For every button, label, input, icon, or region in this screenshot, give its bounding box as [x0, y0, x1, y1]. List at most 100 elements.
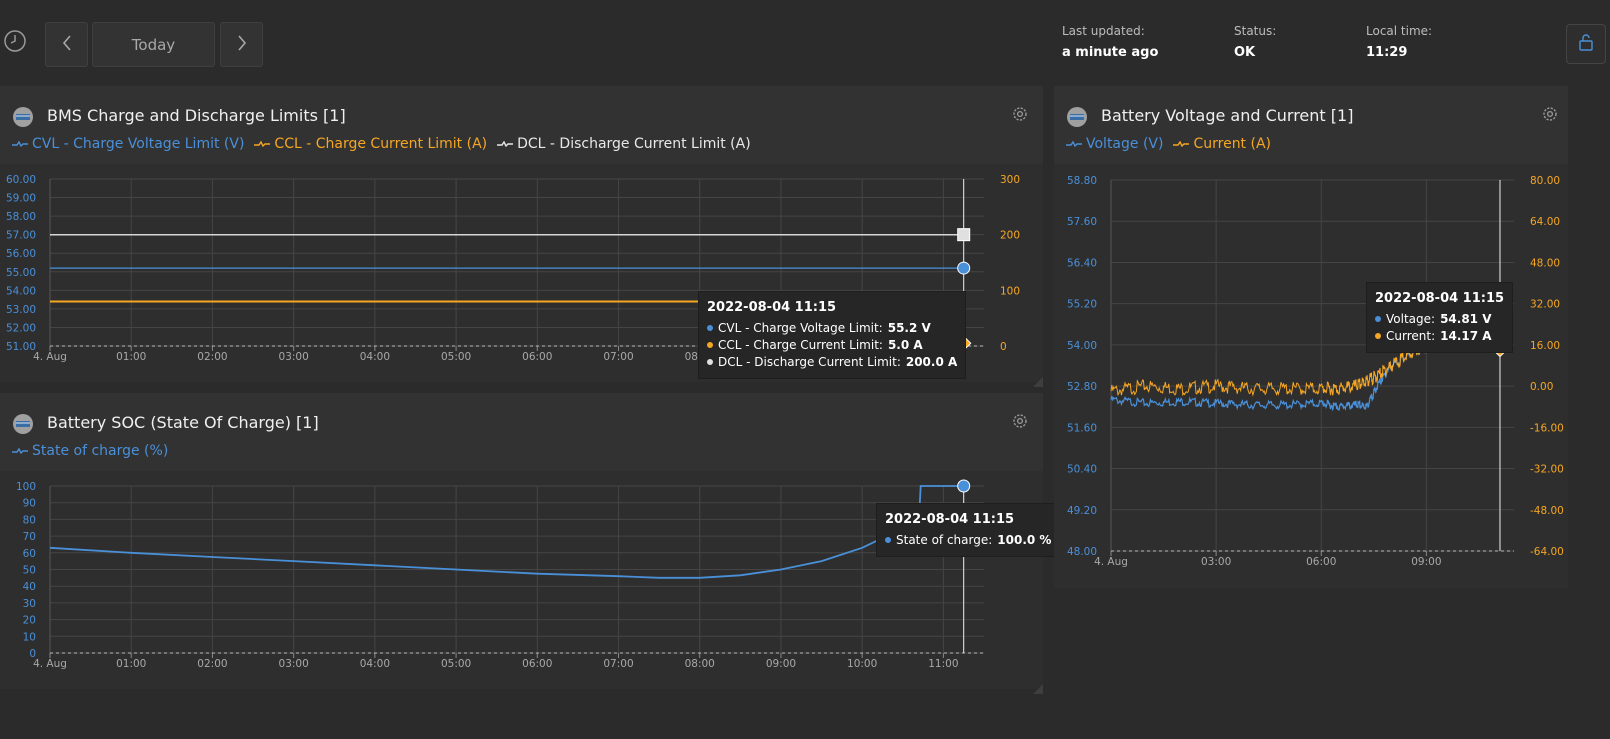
- gear-icon[interactable]: [1541, 105, 1559, 123]
- y-right-tick-label: 100: [1000, 285, 1020, 297]
- y-tick-label: 52.80: [1067, 381, 1097, 393]
- x-tick-label: 01:00: [116, 658, 146, 670]
- line-series-icon: [1173, 136, 1190, 152]
- tooltip-label: CCL - Charge Current Limit:: [718, 338, 883, 352]
- y-tick-label: 50.40: [1067, 464, 1097, 476]
- lock-button[interactable]: [1566, 24, 1606, 64]
- y-tick-label: 59.00: [6, 193, 36, 205]
- chart-legend: Voltage (V) Current (A): [1066, 136, 1271, 152]
- tooltip-row: CCL - Charge Current Limit: 5.0 A: [707, 338, 957, 352]
- resize-handle-icon[interactable]: [1033, 372, 1043, 387]
- x-tick-label: 07:00: [603, 351, 633, 363]
- y-tick-label: 10: [23, 631, 36, 643]
- clock-icon[interactable]: [2, 28, 28, 54]
- x-tick-label: 03:00: [279, 658, 309, 670]
- gear-icon[interactable]: [1011, 412, 1029, 430]
- gear-icon[interactable]: [1011, 105, 1029, 123]
- y-tick-label: 50: [23, 565, 36, 577]
- bms-limits-panel: BMS Charge and Discharge Limits [1] CVL …: [0, 86, 1043, 387]
- y-tick-label: 49.20: [1067, 505, 1097, 517]
- x-tick-label: 04:00: [360, 658, 390, 670]
- y-right-tick-label: 0.00: [1530, 381, 1553, 393]
- tooltip-row: Current: 14.17 A: [1375, 329, 1504, 343]
- series-dot-icon: [1375, 333, 1381, 339]
- y-right-tick-label: -64.00: [1530, 546, 1564, 558]
- line-series-icon: [12, 136, 28, 152]
- vc-plot-area[interactable]: 58.80 57.60 56.40 55.20 54.00 52.80 51.60 50.40…: [1054, 164, 1568, 588]
- last-updated-value: a minute ago: [1062, 45, 1159, 60]
- y-right-tick-label: 16.00: [1530, 340, 1560, 352]
- x-tick-label: 08:00: [685, 658, 715, 670]
- local-time: Local time: 11:29: [1366, 24, 1432, 60]
- line-series-icon: [254, 136, 271, 152]
- panel-title: Battery SOC (State Of Charge) [1]: [47, 413, 319, 432]
- x-tick-label: 01:00: [116, 351, 146, 363]
- tooltip-value: 14.17 A: [1440, 329, 1492, 343]
- today-button[interactable]: Today: [92, 22, 215, 67]
- y-tick-label: 55.20: [1067, 299, 1097, 311]
- legend-item-cvl[interactable]: CVL - Charge Voltage Limit (V): [12, 136, 244, 152]
- top-bar: Today Last updated: a minute ago Status:…: [0, 0, 1610, 86]
- local-time-value: 11:29: [1366, 45, 1408, 60]
- series-marker: [957, 479, 971, 493]
- x-tick-label: 05:00: [441, 351, 471, 363]
- legend-item-ccl[interactable]: CCL - Charge Current Limit (A): [254, 136, 487, 152]
- y-tick-label: 100: [16, 481, 36, 493]
- legend-label: DCL - Discharge Current Limit (A): [517, 136, 751, 152]
- y-right-tick-label: 200: [1000, 230, 1020, 242]
- tooltip-label: Current:: [1386, 329, 1436, 343]
- panel-title: Battery Voltage and Current [1]: [1101, 106, 1354, 125]
- x-tick-label: 10:00: [847, 658, 877, 670]
- series-marker: [957, 228, 971, 242]
- soc-tooltip: 2022-08-04 11:15 State of charge: 100.0 %: [876, 503, 1061, 557]
- x-tick-label: 06:00: [522, 351, 552, 363]
- panel-header: Battery Voltage and Current [1] Voltage …: [1054, 86, 1568, 166]
- legend-item-voltage[interactable]: Voltage (V): [1066, 136, 1163, 152]
- panel-title: BMS Charge and Discharge Limits [1]: [47, 106, 346, 125]
- tooltip-row: Voltage: 54.81 V: [1375, 312, 1504, 326]
- chart-legend: State of charge (%): [12, 443, 168, 459]
- vc-chart[interactable]: 58.80 57.60 56.40 55.20 54.00 52.80 51.60 50.40…: [1054, 164, 1568, 588]
- y-tick-label: 20: [23, 615, 36, 627]
- tooltip-row: CVL - Charge Voltage Limit: 55.2 V: [707, 321, 957, 335]
- y-right-tick-label: 64.00: [1530, 216, 1560, 228]
- soc-plot-area[interactable]: 100 90 80 70 60 50 40 30 20 10 0 4. Aug 01:00 02:00 03…: [0, 471, 1043, 689]
- x-tick-label: 4. Aug: [33, 351, 67, 363]
- tooltip-value: 5.0 A: [887, 338, 923, 352]
- panel-header: BMS Charge and Discharge Limits [1] CVL …: [0, 86, 1043, 166]
- chevron-right-icon: [236, 34, 248, 56]
- x-tick-label: 03:00: [279, 351, 309, 363]
- y-tick-label: 40: [23, 581, 36, 593]
- chart-legend: CVL - Charge Voltage Limit (V) CCL - Cha…: [12, 136, 751, 152]
- x-tick-label: 07:00: [603, 658, 633, 670]
- prev-day-button[interactable]: [45, 22, 88, 67]
- resize-handle-icon[interactable]: [1033, 679, 1043, 694]
- y-tick-label: 58.00: [6, 211, 36, 223]
- status: Status: OK: [1234, 24, 1276, 60]
- x-tick-label: 02:00: [197, 658, 227, 670]
- legend-label: CVL - Charge Voltage Limit (V): [32, 136, 245, 152]
- tooltip-label: Voltage:: [1386, 312, 1436, 326]
- y-tick-label: 70: [23, 531, 36, 543]
- series-dot-icon: [1375, 316, 1381, 322]
- x-tick-label: 02:00: [197, 351, 227, 363]
- legend-item-soc[interactable]: State of charge (%): [12, 443, 168, 459]
- tooltip-label: State of charge:: [896, 533, 993, 547]
- y-tick-label: 53.00: [6, 304, 36, 316]
- voltage-current-panel: Battery Voltage and Current [1] Voltage …: [1054, 86, 1568, 588]
- y-tick-label: 30: [23, 598, 36, 610]
- series-line-1: [49, 485, 964, 579]
- y-tick-label: 51.00: [6, 341, 36, 353]
- y-tick-label: 56.00: [6, 248, 36, 260]
- next-day-button[interactable]: [220, 22, 263, 67]
- tooltip-value: 54.81 V: [1440, 312, 1492, 326]
- tooltip-value: 55.2 V: [887, 321, 931, 335]
- x-tick-label: 4. Aug: [33, 658, 67, 670]
- panel-header: Battery SOC (State Of Charge) [1] State …: [0, 393, 1043, 473]
- vc-tooltip: 2022-08-04 11:15 Voltage: 54.81 V Current…: [1366, 282, 1514, 353]
- legend-item-dcl[interactable]: DCL - Discharge Current Limit (A): [497, 136, 751, 152]
- legend-item-current[interactable]: Current (A): [1173, 136, 1271, 152]
- y-right-tick-label: 48.00: [1530, 257, 1560, 269]
- y-tick-label: 57.60: [1067, 216, 1097, 228]
